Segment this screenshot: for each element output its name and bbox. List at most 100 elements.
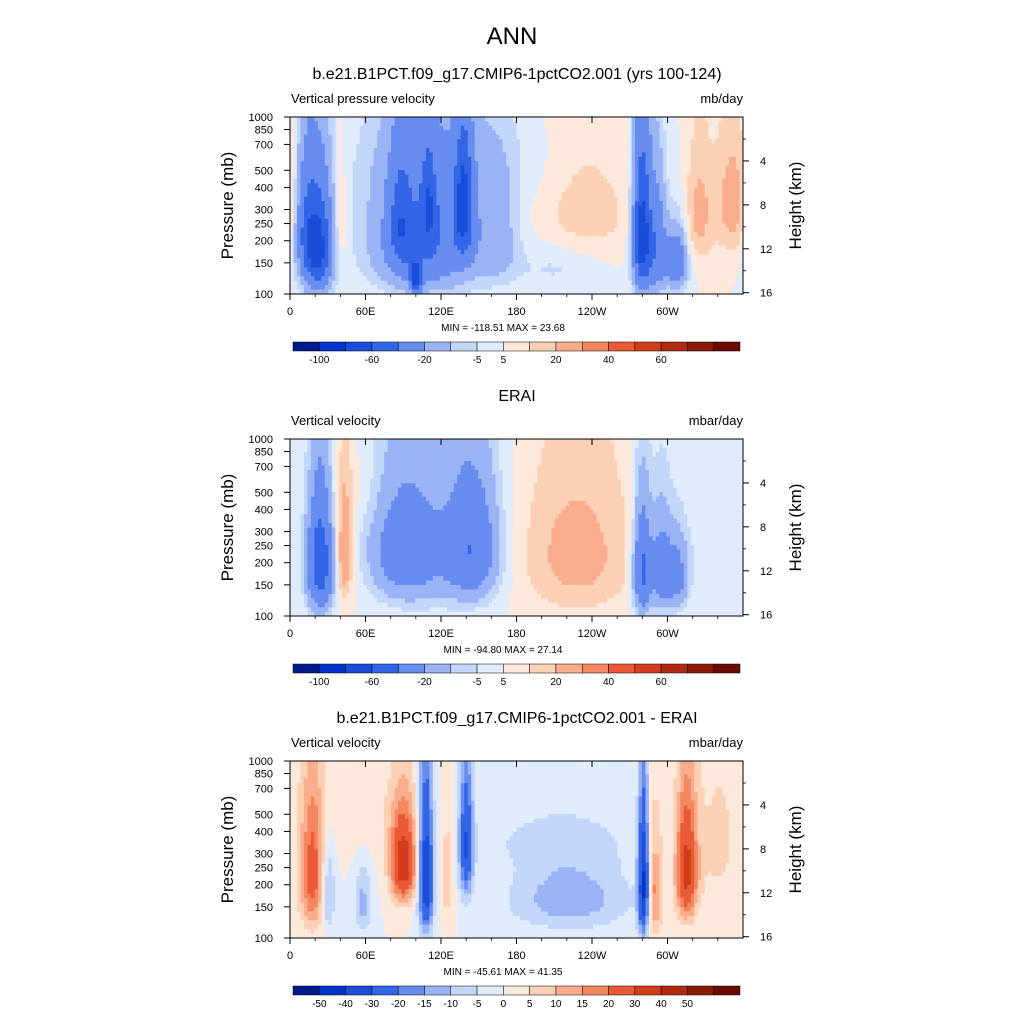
heatmap-cell: [345, 196, 350, 202]
heatmap-cell: [471, 267, 476, 273]
heatmap-cell: [401, 156, 406, 162]
heatmap-cell: [739, 165, 743, 171]
heatmap-cell: [683, 236, 688, 242]
heatmap-cell: [530, 152, 535, 158]
heatmap-cell: [603, 258, 608, 264]
heatmap-cell: [342, 187, 347, 193]
heatmap-cell: [453, 165, 458, 171]
heatmap-cell: [739, 254, 743, 260]
heatmap-cell: [704, 125, 709, 131]
heatmap-cell: [617, 187, 622, 193]
heatmap-cell: [645, 130, 650, 136]
heatmap-cell: [467, 276, 472, 282]
heatmap-cell: [331, 192, 336, 198]
heatmap-cell: [694, 156, 699, 162]
heatmap-cell: [600, 236, 605, 242]
heatmap-cell: [687, 276, 692, 282]
heatmap-cell: [293, 152, 298, 158]
heatmap-cell: [589, 263, 594, 269]
heatmap-cell: [638, 214, 643, 220]
heatmap-cell: [429, 196, 434, 202]
heatmap-cell: [446, 240, 451, 246]
heatmap-cell: [516, 245, 521, 251]
heatmap-cell: [296, 258, 302, 264]
heatmap-cell: [439, 183, 444, 189]
heatmap-cell: [338, 165, 343, 171]
heatmap-cell: [300, 232, 305, 238]
heatmap-cell: [614, 249, 619, 255]
heatmap-cell: [554, 271, 559, 277]
heatmap-cell: [411, 156, 417, 162]
heatmap-cell: [338, 209, 343, 215]
heatmap-cell: [666, 161, 671, 167]
heatmap-cell: [614, 125, 619, 131]
heatmap-cell: [387, 174, 392, 180]
heatmap-cell: [621, 192, 626, 198]
heatmap-cell: [558, 263, 563, 269]
heatmap-cell: [687, 245, 692, 251]
heatmap-cell: [464, 209, 469, 215]
heatmap-cell: [453, 196, 458, 202]
heatmap-cell: [296, 276, 302, 282]
heatmap-cell: [467, 236, 472, 242]
heatmap-cell: [551, 205, 556, 211]
heatmap-cell: [565, 267, 570, 273]
heatmap-cell: [418, 125, 424, 131]
heatmap-cell: [335, 156, 340, 162]
heatmap-cell: [492, 209, 497, 215]
heatmap-cell: [502, 271, 507, 277]
heatmap-cell: [446, 218, 451, 224]
heatmap-cell: [659, 201, 664, 207]
heatmap-cell: [307, 254, 312, 260]
heatmap-cell: [310, 147, 315, 153]
heatmap-cell: [523, 161, 528, 167]
heatmap-cell: [502, 249, 507, 255]
heatmap-cell: [593, 205, 598, 211]
heatmap-cell: [314, 209, 319, 215]
heatmap-cell: [603, 152, 608, 158]
heatmap-cell: [687, 280, 692, 286]
heatmap-cell: [589, 201, 594, 207]
heatmap-cell: [429, 218, 434, 224]
heatmap-cell: [446, 170, 451, 176]
heatmap-cell: [725, 174, 730, 180]
heatmap-cell: [425, 254, 430, 260]
heatmap-cell: [499, 187, 504, 193]
heatmap-cell: [436, 267, 441, 273]
heatmap-cell: [718, 201, 723, 207]
heatmap-cell: [561, 192, 566, 198]
heatmap-cell: [572, 143, 577, 149]
heatmap-cell: [467, 263, 472, 269]
heatmap-cell: [561, 214, 566, 220]
heatmap-cell: [328, 187, 333, 193]
heatmap-cell: [453, 143, 458, 149]
heatmap-cell: [704, 174, 709, 180]
heatmap-cell: [600, 143, 605, 149]
heatmap-cell: [474, 209, 479, 215]
heatmap-cell: [453, 125, 458, 131]
heatmap-cell: [690, 249, 695, 255]
heatmap-cell: [345, 232, 350, 238]
heatmap-cell: [732, 240, 737, 246]
heatmap-cell: [345, 254, 350, 260]
heatmap-cell: [537, 143, 542, 149]
heatmap-cell: [450, 183, 455, 189]
heatmap-cell: [509, 147, 514, 153]
heatmap-cell: [446, 174, 451, 180]
heatmap-cell: [467, 143, 472, 149]
heatmap-cell: [359, 271, 364, 277]
heatmap-cell: [342, 192, 347, 198]
heatmap-cell: [732, 232, 737, 238]
heatmap-cell: [513, 240, 518, 246]
heatmap-cell: [356, 178, 361, 184]
heatmap-cell: [610, 134, 615, 140]
heatmap-cell: [603, 223, 608, 229]
heatmap-cell: [575, 187, 580, 193]
heatmap-cell: [380, 271, 385, 277]
heatmap-cell: [377, 285, 382, 291]
heatmap-cell: [575, 245, 580, 251]
heatmap-cell: [317, 258, 322, 264]
heatmap-cell: [701, 223, 706, 229]
heatmap-cell: [648, 254, 653, 260]
heatmap-cell: [690, 125, 695, 131]
